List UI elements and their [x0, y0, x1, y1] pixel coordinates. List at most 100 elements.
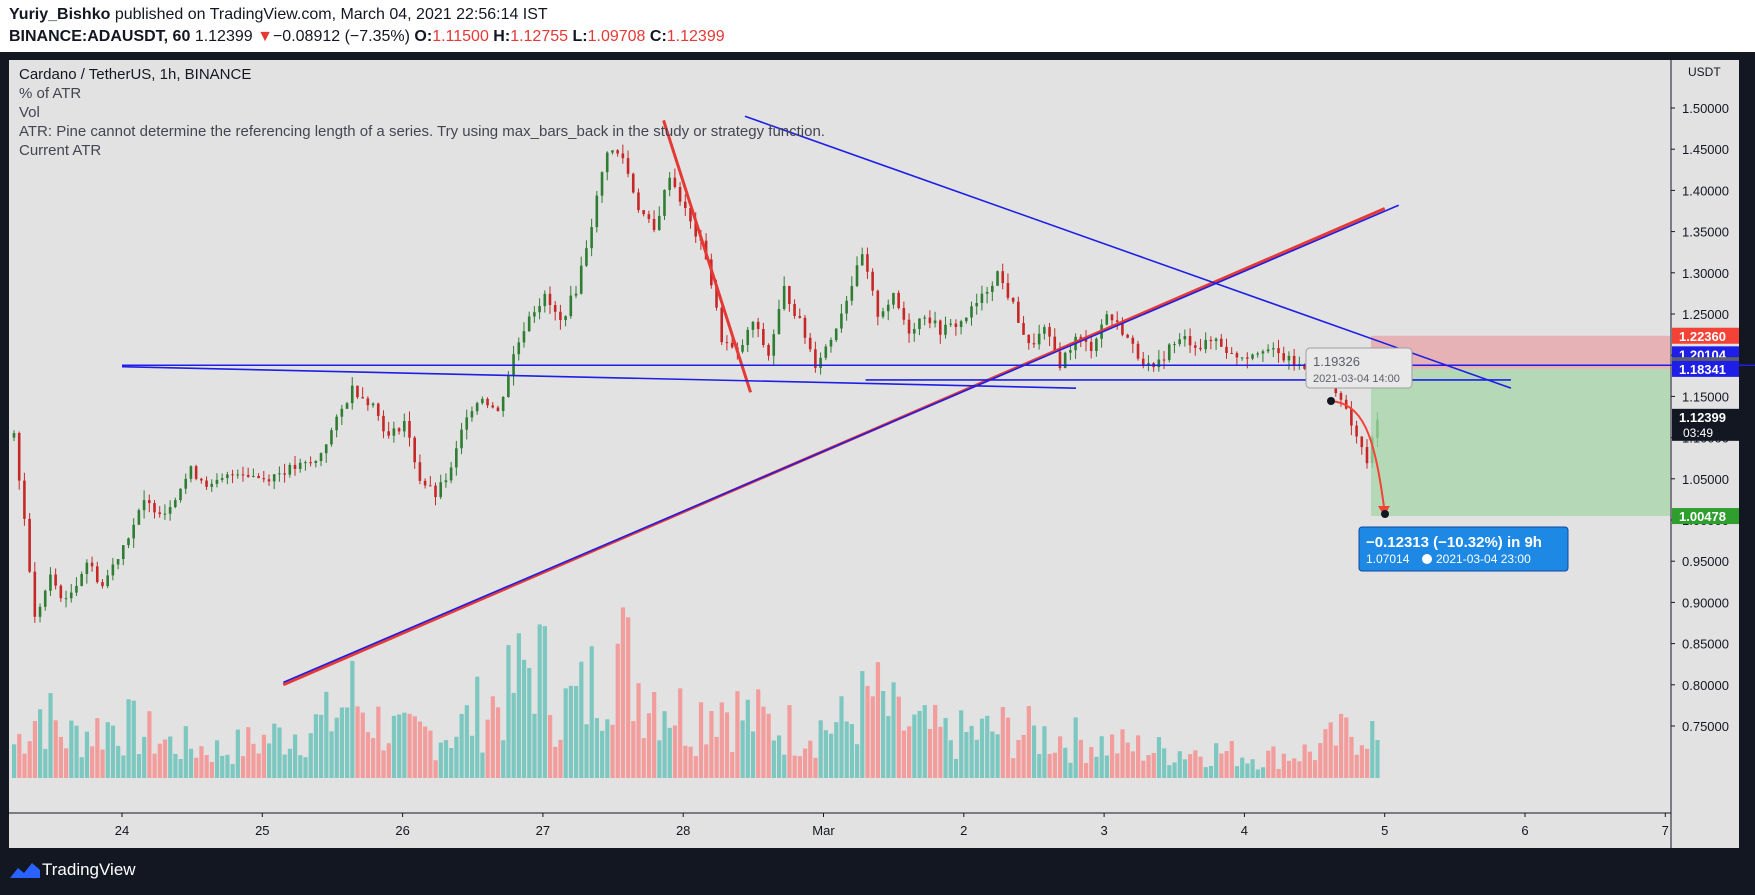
candle-body: [642, 210, 645, 215]
candle-body: [746, 329, 750, 346]
candle-body: [1240, 357, 1244, 359]
volume-bar: [891, 682, 896, 778]
volume-bar: [1302, 744, 1307, 778]
candle-body: [1063, 352, 1067, 369]
volume-bar: [43, 748, 48, 778]
volume-bar: [84, 731, 90, 778]
candle-body: [1344, 399, 1348, 409]
candle-body: [756, 321, 760, 330]
blue-support-line: [121, 365, 1077, 389]
close-value: 1.12399: [666, 28, 725, 45]
x-tick-label: 27: [536, 823, 550, 838]
volume-bar: [32, 721, 38, 778]
candle-body: [439, 482, 443, 498]
candle-body: [1204, 339, 1207, 350]
volume-bar: [1073, 717, 1078, 778]
volume-bar: [339, 707, 345, 778]
volume-bar: [407, 713, 412, 778]
volume-bar: [834, 722, 839, 778]
long-position-tool[interactable]: [1371, 335, 1670, 517]
volume-bar: [220, 755, 225, 778]
candle-body: [371, 403, 375, 406]
volume-bar: [1011, 758, 1016, 778]
volume-bar: [225, 754, 230, 778]
volume-bar: [678, 688, 683, 778]
volume-bar: [423, 726, 428, 778]
volume-bar: [469, 735, 475, 778]
volume-bar: [933, 704, 938, 778]
publisher-name[interactable]: Yuriy_Bishko: [9, 6, 111, 23]
candle-body: [356, 385, 359, 398]
volume-bar: [376, 706, 381, 778]
last-price: 1.12399: [194, 28, 253, 45]
volume-bar: [449, 748, 454, 778]
candle-body: [194, 466, 198, 479]
candle-body: [1027, 334, 1031, 344]
volume-bar: [230, 764, 235, 778]
volume-bar: [183, 726, 188, 778]
candle-body: [902, 308, 906, 320]
y-tick-label: 1.25000: [1682, 307, 1729, 322]
chart-area[interactable]: 1.19326 2021-03-04 14:00 −0.12313 (−10.3…: [0, 52, 1755, 848]
volume-bar: [1349, 736, 1354, 778]
currency-label[interactable]: USDT: [1688, 65, 1721, 79]
candle-body: [850, 286, 854, 301]
price-axis[interactable]: 1.50000 1.45000 1.40000 1.35000 1.30000 1.250…: [1671, 101, 1729, 734]
volume-bar: [168, 736, 173, 778]
volume-bar: [397, 714, 402, 778]
volume-bar: [922, 705, 927, 778]
candle-body: [215, 479, 219, 484]
volume-bar: [766, 713, 771, 778]
candle-body: [408, 421, 411, 438]
candle-body: [288, 464, 292, 475]
volume-bar: [1281, 753, 1286, 778]
y-tick-label: 1.40000: [1682, 183, 1729, 198]
volume-bar: [313, 714, 319, 778]
volume-bar: [521, 659, 527, 778]
volume-bars: [12, 607, 1380, 778]
candle-body: [1162, 359, 1166, 361]
candle-body: [49, 574, 52, 591]
candle-body: [954, 323, 958, 328]
volume-bar: [1016, 739, 1021, 778]
candle-body: [382, 415, 385, 432]
time-axis[interactable]: 24 25 26 27 28 Mar 2 3 4 5 6 7: [115, 813, 1669, 838]
volume-bar: [636, 683, 641, 778]
candle-body: [840, 313, 843, 329]
candle-body: [652, 218, 656, 231]
line-price-label: 1.18341: [1679, 362, 1726, 377]
candle-body: [1084, 339, 1088, 342]
volume-bar: [985, 715, 990, 778]
volume-bar: [1005, 717, 1011, 778]
y-tick-label: 1.35000: [1682, 225, 1729, 240]
candle-body: [1006, 283, 1010, 298]
price-chart[interactable]: 1.19326 2021-03-04 14:00 −0.12313 (−10.3…: [0, 52, 1755, 848]
tradingview-logo-icon[interactable]: [8, 858, 42, 882]
volume-bar: [672, 725, 678, 778]
tradingview-brand[interactable]: TradingView: [42, 860, 136, 879]
volume-bar: [1359, 745, 1364, 778]
candle-body: [959, 321, 963, 328]
candle-body: [762, 329, 765, 345]
candle-body: [1053, 336, 1057, 352]
change-arrow: ▼: [257, 28, 273, 45]
candle-body: [397, 428, 401, 432]
stop-loss-zone: [1371, 335, 1670, 369]
candle-body: [543, 293, 547, 307]
candle-body: [1115, 320, 1119, 322]
candle-body: [1183, 336, 1187, 340]
candle-body: [496, 407, 500, 412]
candle-body: [1256, 353, 1260, 355]
candle-body: [350, 385, 354, 404]
candle-body: [319, 453, 323, 462]
candle-body: [991, 285, 994, 292]
volume-bar: [464, 705, 469, 778]
low-label: L:: [572, 28, 588, 45]
volume-bar: [667, 727, 672, 778]
volume-bar: [683, 745, 688, 778]
volume-bar: [412, 716, 417, 778]
volume-bar: [907, 726, 912, 778]
trendlines[interactable]: [121, 115, 1755, 687]
volume-bar: [1052, 752, 1057, 778]
volume-bar: [828, 733, 834, 778]
